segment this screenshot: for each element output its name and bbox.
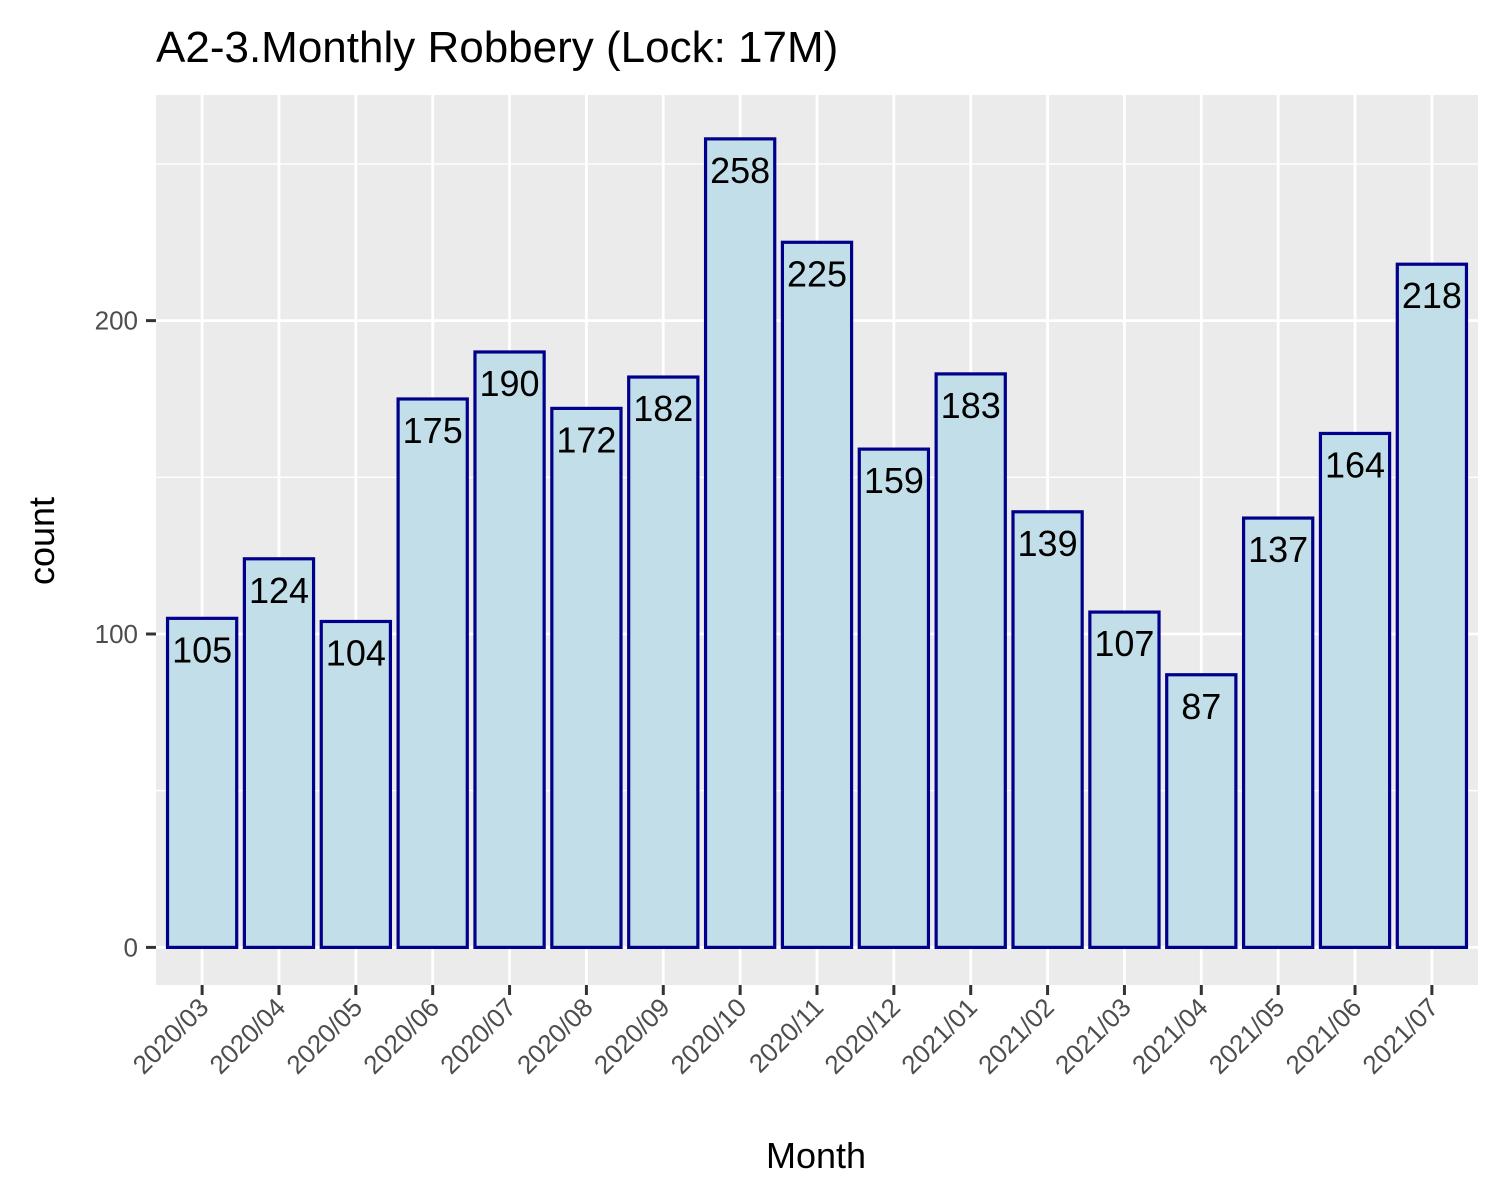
x-tick-label: 2020/04 [204, 992, 292, 1080]
y-tick-label: 100 [95, 619, 138, 649]
x-tick-label: 2021/01 [895, 992, 983, 1080]
bar-2020/07 [473, 350, 546, 949]
data-label: 104 [326, 632, 386, 673]
x-tick-label: 2020/07 [434, 992, 522, 1080]
x-tick-label: 2021/07 [1356, 992, 1444, 1080]
bar-2021/04 [1165, 673, 1238, 949]
data-label: 258 [710, 150, 770, 191]
data-label: 218 [1402, 275, 1462, 316]
data-labels: 105 124 104 175 190 172 182 258 225 159 183 139 107 8… [172, 150, 1462, 727]
x-tick-label: 2020/08 [511, 992, 599, 1080]
x-tick-label: 2021/06 [1280, 992, 1368, 1080]
bar-2020/09 [627, 375, 700, 949]
data-label: 107 [1094, 623, 1154, 664]
data-label: 139 [1018, 523, 1078, 564]
data-label: 87 [1181, 686, 1221, 727]
x-tick-label: 2020/09 [588, 992, 676, 1080]
data-label: 105 [172, 629, 232, 670]
bar-2020/08 [550, 406, 623, 949]
data-label: 175 [403, 410, 463, 451]
x-tick-label: 2020/11 [743, 992, 829, 1078]
data-label: 172 [556, 419, 616, 460]
data-label: 137 [1248, 529, 1308, 570]
x-tick-label: 2020/10 [665, 992, 753, 1080]
bar-2021/06 [1318, 431, 1392, 949]
bar-2020/12 [857, 447, 931, 949]
bar-2021/03 [1088, 610, 1161, 949]
data-label: 182 [633, 388, 693, 429]
bar-2020/05 [319, 619, 393, 949]
data-label: 159 [864, 460, 924, 501]
x-tick-label: 2020/06 [357, 992, 445, 1080]
x-tick-label: 2021/04 [1126, 992, 1214, 1080]
x-axis: 2020/032020/042020/052020/062020/072020/… [127, 985, 1444, 1080]
bar-2021/02 [1011, 510, 1084, 949]
x-tick-label: 2020/05 [280, 992, 368, 1080]
bar-2020/04 [242, 557, 316, 949]
data-label: 190 [480, 363, 540, 404]
y-tick-label: 0 [124, 932, 138, 962]
bars [165, 137, 1469, 949]
x-tick-label: 2020/03 [127, 992, 215, 1080]
data-label: 164 [1325, 444, 1385, 485]
bar-2020/10 [703, 137, 777, 949]
x-tick-label: 2020/12 [818, 992, 906, 1080]
data-label: 183 [941, 385, 1001, 426]
x-tick-label: 2021/05 [1203, 992, 1291, 1080]
x-axis-title: Month [766, 1135, 866, 1176]
bar-2020/03 [165, 616, 239, 949]
data-label: 225 [787, 253, 847, 294]
bar-2021/07 [1395, 262, 1469, 949]
bar-2020/11 [780, 240, 854, 949]
y-tick-label: 200 [95, 306, 138, 336]
chart-title: A2-3.Monthly Robbery (Lock: 17M) [156, 23, 838, 72]
bar-2020/06 [396, 397, 469, 949]
x-tick-label: 2021/03 [1049, 992, 1137, 1080]
y-axis: 0 100 200 [95, 306, 156, 962]
bar-2021/01 [934, 372, 1007, 949]
bar-2021/05 [1241, 516, 1315, 949]
x-tick-label: 2021/02 [972, 992, 1060, 1080]
data-label: 124 [249, 570, 309, 611]
y-axis-title: count [21, 497, 62, 585]
